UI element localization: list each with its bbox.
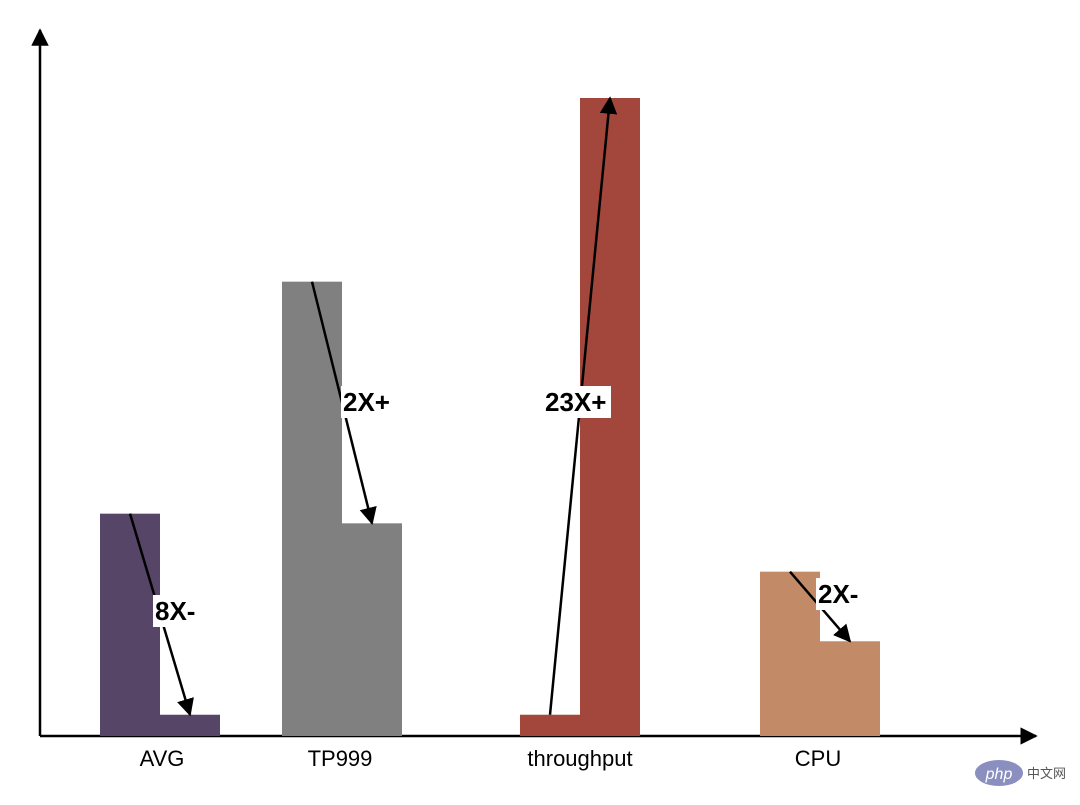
bar-throughput-before (520, 714, 580, 736)
tick-label-throughput: throughput (527, 746, 632, 771)
bar-avg-before (100, 513, 160, 736)
bar-tp999-before (282, 281, 342, 736)
bar-cpu-after (820, 641, 880, 736)
annotations-group: 8X- 2X+ 23X+ 2X- (128, 96, 860, 717)
php-logo-badge (975, 760, 1023, 786)
bar-cpu-before (760, 571, 820, 736)
annotation-label-avg: 8X- (155, 596, 195, 626)
tick-label-tp999: TP999 (308, 746, 373, 771)
annotation-bg-avg (153, 595, 201, 627)
annotation-label-tp999: 2X+ (343, 387, 390, 417)
annotation-label-throughput: 23X+ (545, 387, 606, 417)
annotation-bg-cpu (816, 578, 860, 610)
annotation-bg-throughput (543, 386, 611, 418)
bar-avg-after (160, 714, 220, 736)
watermark: php 中文网 (975, 760, 1066, 786)
bar-tp999-after (342, 523, 402, 736)
annotation-bg-tp999 (341, 386, 399, 418)
tick-label-avg: AVG (140, 746, 185, 771)
bars-group (100, 98, 880, 736)
annotation-label-cpu: 2X- (818, 579, 858, 609)
category-labels: AVG TP999 throughput CPU (140, 746, 842, 771)
tick-label-cpu: CPU (795, 746, 841, 771)
watermark-logo-text: php (985, 766, 1013, 783)
watermark-site-text: 中文网 (1027, 767, 1066, 782)
